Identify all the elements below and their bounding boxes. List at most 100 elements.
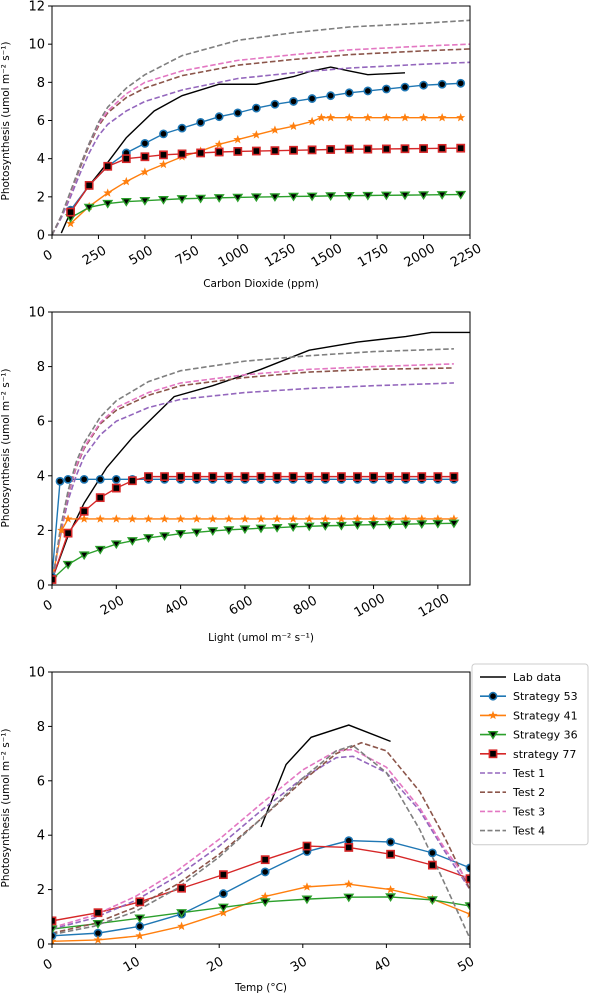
y-tick-label: 0 [37,938,45,953]
data-point [433,472,443,482]
x-tick-label: 600 [227,593,256,618]
data-point [93,908,103,918]
data-point [102,199,114,209]
plot-area [52,331,470,585]
data-point [464,902,470,912]
data-point [140,167,150,176]
series-line-strategy-36 [70,193,461,219]
legend-label: Test 3 [512,805,545,818]
data-point [336,472,346,482]
x-tick-label: 400 [162,593,191,618]
data-point [326,145,336,154]
x-tick-label: 1750 [355,241,391,271]
data-point [93,935,103,944]
data-point [465,909,470,918]
data-point [385,893,397,903]
data-point [127,476,137,486]
data-point [381,84,391,94]
x-tick-label: 50 [455,954,477,975]
data-point [363,112,373,122]
x-axis-label: Light (umol m⁻² s⁻¹) [208,632,314,644]
y-tick-label: 2 [37,524,45,539]
data-point [95,493,105,503]
legend-label: Test 2 [512,786,545,799]
data-point [302,841,312,851]
data-point [326,112,336,122]
data-point [343,192,355,201]
series-markers-strategy-41 [52,514,459,584]
data-point [256,472,266,482]
series-line-test-1 [52,755,470,930]
data-point [127,514,137,523]
y-tick-label: 4 [37,829,45,844]
data-point [319,522,331,531]
legend-item: Lab data [480,671,561,684]
legend-marker [488,749,498,759]
x-tick-label: 250 [80,243,109,268]
data-point [223,526,235,535]
series-line-test-3 [52,43,470,235]
data-point [232,193,244,203]
data-point [196,148,206,158]
data-point [381,144,391,154]
data-point [353,514,362,523]
data-point [368,521,380,530]
x-tick-label: 800 [291,593,320,618]
data-point [416,520,428,529]
x-tick-label: 0 [41,597,56,614]
data-point [79,514,89,523]
data-point [240,472,250,482]
data-point [369,514,378,523]
data-point [135,897,145,907]
data-point [233,108,243,118]
data-point [191,528,203,538]
series-markers-strategy-41 [66,112,466,228]
series-line-test-2 [52,48,470,235]
data-point [160,514,169,523]
legend-label: Test 1 [512,767,545,780]
data-point [83,203,95,213]
legend-item: Strategy 36 [480,729,578,742]
data-point [326,91,336,101]
data-point [335,521,347,531]
legend-item: Strategy 41 [480,709,578,722]
series-line-strategy-41 [70,116,461,225]
y-tick-label: 8 [37,720,45,735]
data-point [103,161,113,171]
y-tick-label: 10 [28,666,45,681]
data-point [307,94,317,103]
data-point [110,540,122,550]
data-point [92,919,104,929]
data-point [344,112,354,122]
data-point [289,145,298,155]
x-tick-label: 200 [98,593,127,618]
data-point [270,125,280,134]
data-point [52,925,58,935]
data-point [260,867,270,877]
data-point [380,191,392,201]
data-point [135,921,145,931]
data-point [176,909,188,918]
legend-item: Test 4 [480,825,545,838]
data-point [177,149,187,159]
data-point [159,150,168,160]
x-tick-label: 0 [41,956,56,973]
data-point [400,112,410,122]
data-point [426,896,438,906]
data-point [363,144,373,154]
data-point [437,112,447,122]
data-point [192,472,202,482]
series-line-test-4 [52,744,470,939]
y-tick-label: 2 [37,190,45,205]
x-tick-label: 500 [127,243,156,268]
series-line-test-1 [52,382,454,585]
data-point [159,159,168,169]
data-point [369,472,378,482]
data-point [272,472,282,482]
data-point [401,472,411,482]
data-point [343,893,355,903]
legend-marker [487,730,499,740]
data-point [224,472,234,482]
data-point [386,884,396,894]
